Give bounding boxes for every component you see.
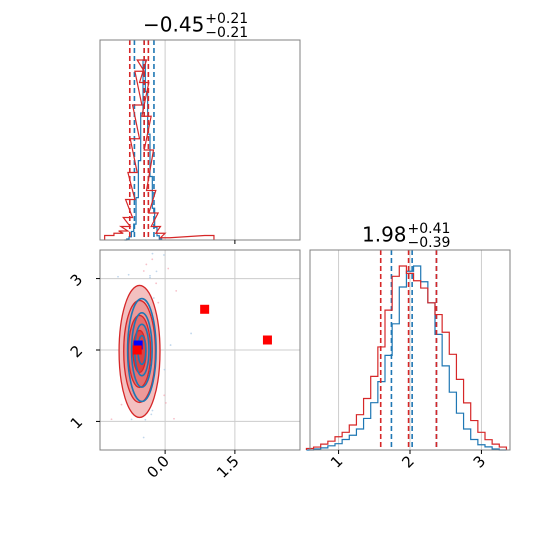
y-tick-label: 3 bbox=[67, 270, 86, 289]
panel-frame bbox=[99, 39, 301, 241]
sample-point bbox=[150, 413, 153, 416]
marker-square bbox=[132, 345, 142, 355]
panel-bottom-right bbox=[305, 249, 511, 451]
panel-top-left bbox=[99, 39, 301, 244]
sample-point bbox=[120, 403, 123, 406]
sample-point bbox=[155, 282, 158, 285]
sample-point bbox=[127, 273, 130, 276]
marker-square bbox=[200, 304, 210, 314]
median-value: −0.45 bbox=[143, 12, 205, 37]
marker-square bbox=[133, 340, 143, 350]
sample-point bbox=[117, 275, 119, 278]
sample-point bbox=[151, 409, 154, 412]
sample-point bbox=[151, 252, 154, 255]
sample-point bbox=[175, 289, 178, 292]
sample-point bbox=[173, 417, 175, 420]
x-tick-label: 1 bbox=[327, 452, 346, 471]
sample-point bbox=[157, 301, 160, 304]
sample-point bbox=[190, 332, 193, 335]
sample-point bbox=[169, 344, 172, 346]
uncertainty: +0.21 −0.21 bbox=[205, 12, 248, 40]
upper-error: +0.41 bbox=[407, 221, 451, 237]
uncertainty: +0.41 −0.39 bbox=[408, 222, 451, 250]
histogram-series bbox=[104, 59, 215, 240]
panel-bottom-left bbox=[99, 249, 301, 451]
x-tick-label: 3 bbox=[470, 452, 489, 471]
median-value: 1.98 bbox=[362, 222, 407, 247]
sample-point bbox=[163, 368, 166, 371]
sample-point bbox=[167, 267, 170, 270]
contour-level-blue bbox=[130, 312, 153, 388]
contour-level-blue bbox=[126, 297, 157, 403]
lower-error: −0.39 bbox=[407, 235, 451, 251]
histogram-series bbox=[305, 265, 508, 450]
y-tick-label: 2 bbox=[67, 342, 86, 361]
lower-error: −0.21 bbox=[205, 25, 249, 41]
sample-point bbox=[155, 270, 158, 273]
x-tick-label: 0.0 bbox=[143, 452, 173, 482]
upper-error: +0.21 bbox=[205, 11, 249, 27]
y-tick-label: 1 bbox=[67, 413, 86, 432]
sample-point bbox=[149, 276, 151, 279]
x-tick-label: 2 bbox=[398, 452, 417, 471]
panel-title-param-1: −0.45 +0.21 −0.21 bbox=[143, 12, 248, 40]
sample-point bbox=[163, 394, 166, 397]
sample-point bbox=[151, 258, 154, 261]
marker-square bbox=[262, 335, 272, 345]
sample-point bbox=[164, 402, 167, 404]
sample-point bbox=[130, 418, 133, 421]
sample-point bbox=[145, 263, 148, 266]
sample-point bbox=[152, 297, 155, 299]
sample-point bbox=[142, 436, 145, 439]
x-tick-label: 1.5 bbox=[213, 452, 243, 482]
sample-point bbox=[142, 270, 145, 272]
sample-point bbox=[110, 418, 113, 421]
sample-point bbox=[144, 418, 147, 421]
histogram-series bbox=[306, 265, 507, 451]
sample-point bbox=[149, 274, 151, 277]
panel-title-param-2: 1.98 +0.41 −0.39 bbox=[362, 222, 450, 250]
sample-point bbox=[163, 254, 165, 256]
